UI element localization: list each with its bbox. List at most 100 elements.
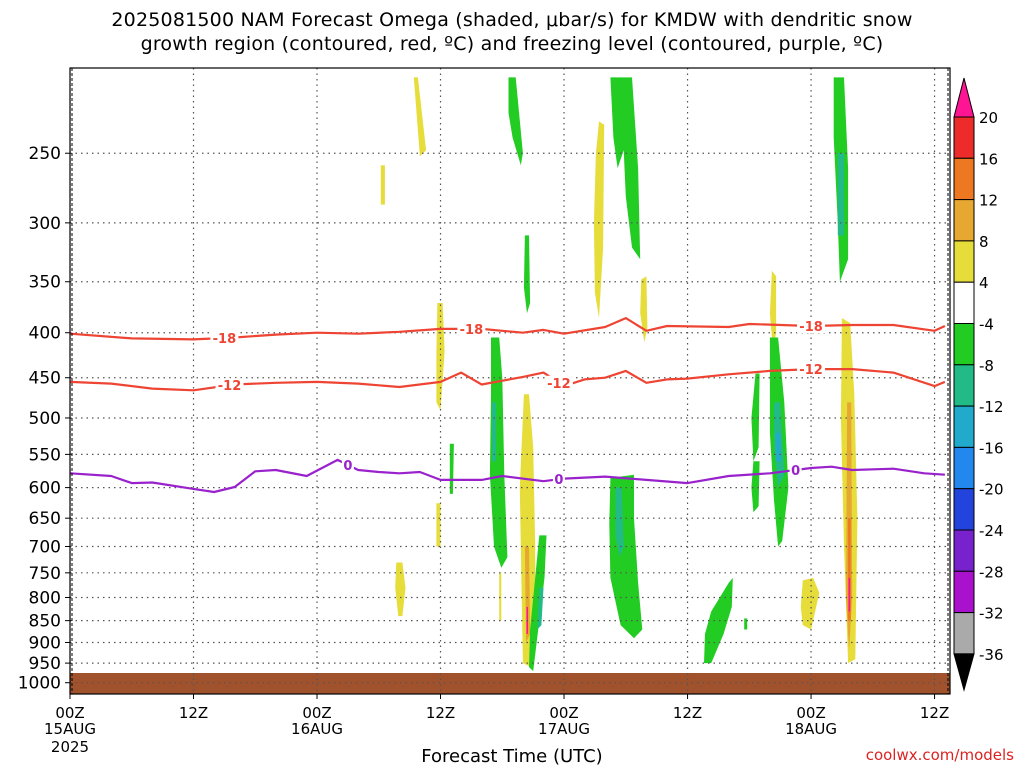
contour-label--12-0: -12: [218, 379, 242, 394]
x-axis-title: Forecast Time (UTC): [421, 746, 603, 767]
colorbar-tick-label-9: -20: [979, 481, 1004, 499]
colorbar-bin-14: [953, 653, 975, 692]
colorbar-bin-10: [953, 488, 975, 531]
omega-shading: [380, 77, 858, 672]
omega-region-neg4-7: [704, 577, 733, 664]
chart-title-line-2: growth region (contoured, red, ºC) and f…: [140, 33, 884, 55]
colorbar-bin-4: [953, 240, 975, 283]
colorbar-tick-label-10: -24: [979, 522, 1004, 540]
y-tick-label-700: 700: [29, 537, 61, 557]
omega-region-neg4-0: [449, 443, 454, 494]
x-tick-date-24: 16AUG: [291, 720, 343, 738]
chart-title: 2025081500 NAM Forecast Omega (shaded, μ…: [0, 8, 1024, 56]
colorbar-bin-6: [953, 323, 975, 366]
omega-region-neg4-2: [523, 235, 531, 314]
y-tick-label-750: 750: [29, 564, 61, 584]
x-tick-label-72: 00Z: [796, 704, 825, 722]
contour-label-bg--12-2: [797, 362, 826, 377]
x-tick-date-72: 18AUG: [785, 720, 837, 738]
colorbar-tick-label-3: 8: [979, 233, 989, 251]
omega-region-pos4-2: [395, 562, 406, 617]
contour-label-bg--12-0: [215, 378, 244, 393]
colorbar-tick-label-13: -36: [979, 646, 1004, 664]
colorbar-bin-1: [953, 116, 975, 159]
contour-line-0: [70, 458, 945, 494]
contour-lines: -18 -18 -18 -12 -12 -12 0 0 0: [70, 317, 946, 494]
grid-lines: [70, 68, 950, 694]
colorbar-bin-0: [953, 77, 975, 118]
y-tick-label-600: 600: [29, 479, 61, 499]
omega-region-neg8-2: [615, 487, 624, 558]
omega-region-pos4-5: [499, 572, 502, 621]
colorbar-tick-label-8: -16: [979, 439, 1004, 457]
omega-region-pos4-10: [800, 577, 820, 630]
x-tick-label-12: 12Z: [179, 704, 208, 722]
omega-region-pos4-0: [413, 77, 427, 157]
y-tick-label-450: 450: [29, 369, 61, 389]
contour-label--18-2: -18: [799, 320, 823, 335]
omega-region-pos4-3: [436, 303, 445, 411]
omega-region-neg4-9: [751, 373, 760, 462]
x-tick-label-0: 00Z: [55, 704, 84, 722]
omega-region-neg8-1: [537, 587, 544, 630]
contour-label-bg--12-1: [544, 375, 573, 390]
colorbar-bin-13: [953, 612, 975, 655]
x-tick-label-24: 00Z: [302, 704, 331, 722]
colorbar-tick-label-2: 12: [979, 192, 998, 210]
y-tick-label-650: 650: [29, 509, 61, 529]
colorbar-bin-2: [953, 157, 975, 201]
omega-region-neg4-5: [610, 77, 641, 260]
y-tick-label-550: 550: [29, 445, 61, 465]
omega-region-pos4-9: [769, 270, 777, 352]
omega-region-pos4-8: [640, 276, 648, 343]
contour-label-0-0: 0: [343, 459, 352, 474]
y-tick-label-900: 900: [29, 633, 61, 653]
omega-region-pos4-7: [593, 121, 605, 319]
omega-region-pos4-6: [519, 394, 536, 668]
omega-region-pos4-1: [380, 165, 385, 205]
plot-border: [69, 67, 951, 695]
omega-region-neg4-4: [529, 535, 547, 672]
omega-region-pos4-4: [436, 503, 441, 547]
colorbar-tick-label-0: 20: [979, 109, 998, 127]
omega-region-neg4-1: [489, 337, 508, 568]
omega-region-neg4-8: [744, 618, 748, 630]
chart-title-line-1: 2025081500 NAM Forecast Omega (shaded, μ…: [111, 9, 913, 31]
contour-label--18-1: -18: [460, 323, 484, 338]
contour-label-bg--18-2: [797, 318, 826, 333]
colorbar-bin-9: [953, 446, 975, 490]
omega-region-neg8-4: [837, 153, 844, 236]
colorbar-tick-label-5: -4: [979, 316, 994, 334]
contour-label--12-1: -12: [547, 377, 571, 392]
contour-label-bg-0-2: [789, 463, 802, 478]
colorbar-tick-label-11: -28: [979, 563, 1004, 581]
colorbar-bin-3: [953, 199, 975, 242]
colorbar-tick-label-4: 4: [979, 274, 989, 292]
omega-region-neg4-6: [609, 474, 643, 639]
x-tick-label-36: 12Z: [426, 704, 455, 722]
x-tick-year-0: 2025: [51, 738, 89, 756]
x-tick-label-84: 12Z: [920, 704, 949, 722]
y-tick-label-850: 850: [29, 612, 61, 632]
plot-frame: [69, 67, 951, 695]
colorbar-bin-8: [953, 405, 975, 448]
y-tick-label-400: 400: [29, 324, 61, 344]
colorbar-tick-label-6: -8: [979, 357, 994, 375]
y-tick-label-250: 250: [29, 144, 61, 164]
ground-fill: [70, 673, 950, 694]
contour-label-bg-0-1: [552, 472, 565, 487]
credit-link[interactable]: coolwx.com/models: [865, 746, 1014, 764]
colorbar-tick-label-12: -32: [979, 605, 1004, 623]
y-tick-label-950: 950: [29, 654, 61, 674]
contour-label-bg--18-1: [457, 321, 486, 336]
colorbar-tick-label-1: 16: [979, 150, 998, 168]
contour-label-bg--18-0: [210, 330, 239, 345]
colorbar-bin-11: [953, 529, 975, 572]
x-tick-date-0: 15AUG: [44, 720, 96, 738]
colorbar: 20 16 12 8 4 -4 -8 -12 -16 -20 -24 -28 -32 -36: [953, 77, 1004, 692]
contour-label--12-2: -12: [799, 363, 823, 378]
omega-region-neg4-3: [508, 77, 523, 166]
y-axis-tick-labels: 2503003504004505005506006507007508008509…: [18, 144, 70, 694]
